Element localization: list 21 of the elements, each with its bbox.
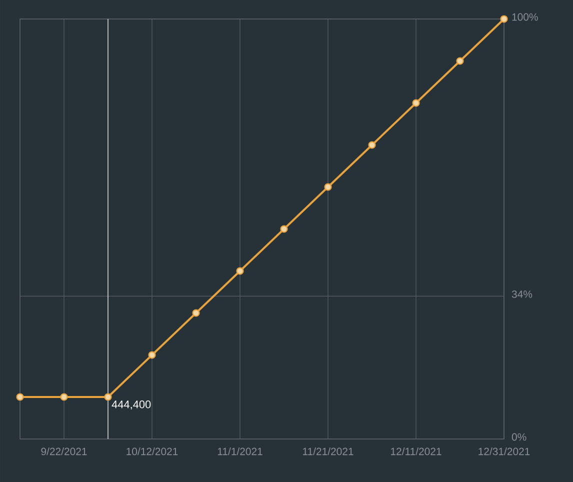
point (192, 309, 200, 317)
point (280, 225, 288, 233)
point (60, 393, 68, 401)
y-tick-label: 100% (512, 13, 538, 21)
y-tick-label: 0% (512, 433, 526, 441)
x-tick-label: 10/12/2021 (126, 447, 178, 456)
y-tick-label: 34% (512, 290, 532, 298)
point (500, 15, 508, 23)
point (412, 99, 420, 107)
x-tick-label: 12/11/2021 (391, 447, 442, 456)
x-tick-label: 12/31/2021 (478, 447, 530, 456)
x-tick-label: 9/22/2021 (41, 447, 87, 456)
point (236, 267, 244, 275)
point (456, 57, 464, 65)
point (148, 351, 156, 359)
point (16, 393, 24, 401)
annotation: 444,400 (112, 400, 151, 410)
point (324, 183, 332, 191)
point (368, 141, 376, 149)
x-tick-label: 11/21/2021 (303, 447, 354, 456)
x-tick-label: 11/1/2021 (218, 447, 262, 456)
